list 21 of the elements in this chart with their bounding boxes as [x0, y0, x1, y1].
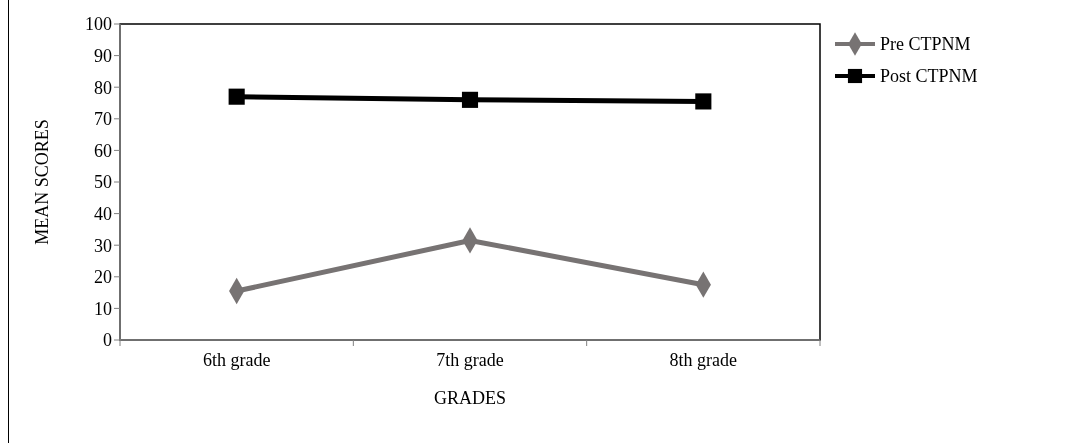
y-tick-label: 20: [94, 267, 112, 288]
x-tick-label: 7th grade: [436, 350, 504, 370]
y-tick-label: 80: [94, 77, 112, 98]
y-tick-label: 10: [94, 298, 112, 319]
x-tick-label: 6th grade: [202, 350, 271, 370]
x-axis-title: GRADES: [433, 388, 507, 408]
point: [461, 91, 479, 108]
point: [228, 88, 245, 105]
point: [695, 93, 712, 110]
legend-label: Pre CTPNM: [880, 34, 971, 55]
y-tick-label: 70: [94, 109, 112, 130]
y-tick-label: 100: [85, 14, 112, 35]
y-tick-label: 30: [94, 235, 112, 256]
legend-label: Post CTPNM: [880, 66, 978, 87]
y-tick-label: 60: [94, 140, 112, 161]
y-tick-label: 0: [103, 330, 112, 351]
y-tick-label: 50: [94, 172, 112, 193]
x-tick-label: 8th grade: [669, 350, 738, 370]
y-tick-label: 40: [94, 203, 112, 224]
y-axis-title: MEAN SCORES: [32, 119, 52, 245]
y-tick-label: 90: [94, 45, 112, 66]
